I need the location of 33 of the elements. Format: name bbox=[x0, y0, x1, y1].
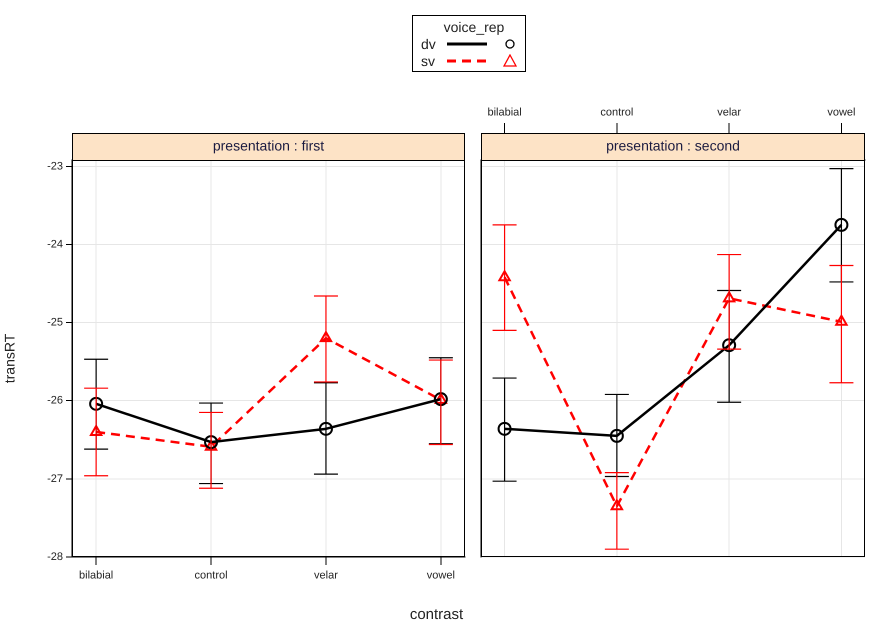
point bbox=[498, 270, 511, 282]
chart-title: presentation : second bbox=[606, 137, 740, 154]
y-tick-label: -25 bbox=[47, 316, 63, 329]
point bbox=[722, 291, 736, 302]
point bbox=[204, 435, 218, 450]
x-axis-title: contrast bbox=[408, 606, 464, 623]
point bbox=[320, 331, 332, 342]
x-tick-label: velar bbox=[314, 570, 338, 582]
y-tick-label: -24 bbox=[47, 238, 63, 250]
point bbox=[835, 314, 848, 326]
y-tick-label: -27 bbox=[47, 472, 63, 485]
y-tick-label: -26 bbox=[47, 394, 63, 407]
x-tick-label: bilabial bbox=[79, 570, 114, 582]
point bbox=[434, 392, 448, 406]
point bbox=[722, 338, 736, 352]
point bbox=[498, 422, 512, 436]
y-axis-title: transRT bbox=[1, 333, 18, 384]
x-tick-label: vowel bbox=[426, 570, 455, 582]
legend-title: voice_rep bbox=[442, 19, 506, 35]
point bbox=[434, 392, 448, 404]
legend-label: dv bbox=[421, 36, 437, 52]
y-tick-label: -23 bbox=[47, 160, 63, 172]
chart-title: presentation : first bbox=[212, 137, 324, 154]
x-tick-label: control bbox=[194, 570, 228, 582]
x-tick-label: velar bbox=[717, 106, 742, 118]
x-tick-label: bilabial bbox=[487, 106, 522, 118]
y-tick-label: -28 bbox=[47, 551, 63, 564]
x-tick-label: vowel bbox=[827, 106, 856, 118]
x-tick-label: control bbox=[600, 106, 634, 118]
point bbox=[610, 428, 624, 443]
point bbox=[89, 396, 104, 411]
legend-label: sv bbox=[421, 52, 436, 68]
point bbox=[318, 422, 333, 436]
